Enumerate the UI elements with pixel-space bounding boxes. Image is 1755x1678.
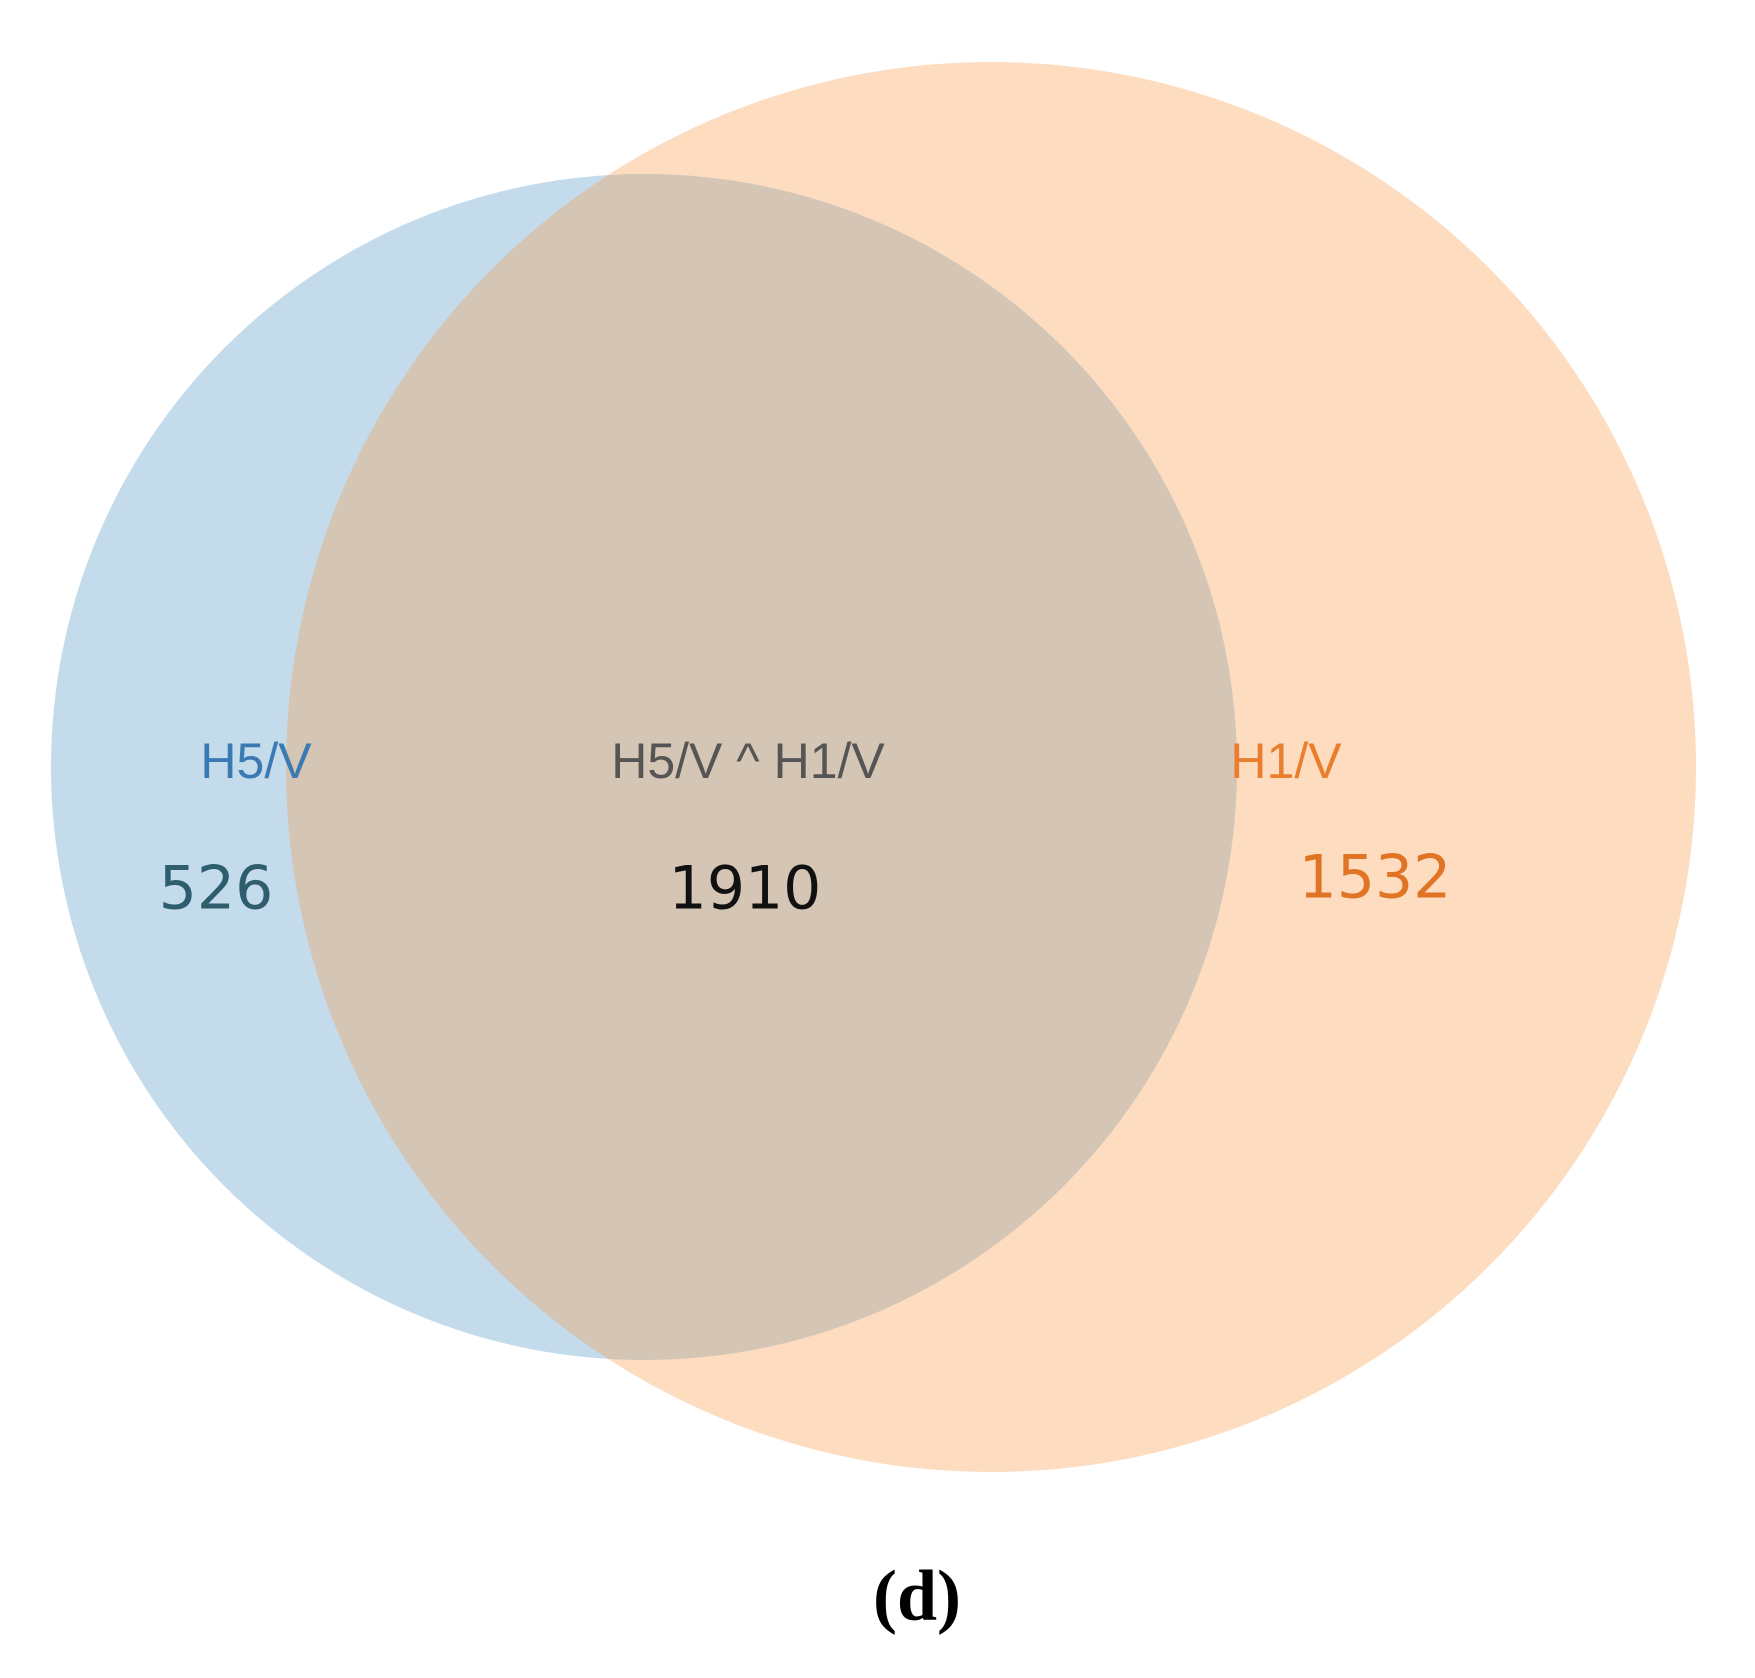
set-label: H1/V — [1230, 733, 1342, 789]
venn-texts: H5/V 526 H1/V 1532 H5/V ^ H1/V 1910 — [159, 733, 1452, 923]
set-label: H5/V — [200, 733, 312, 789]
intersection-label: H5/V ^ H1/V — [611, 733, 885, 789]
set-value: 1532 — [1299, 843, 1452, 913]
caption: (d) — [873, 1556, 961, 1636]
intersection-value: 1910 — [669, 854, 822, 924]
venn-shapes — [51, 62, 1696, 1472]
intersection-region — [286, 174, 1237, 1360]
set-value: 526 — [159, 854, 274, 924]
